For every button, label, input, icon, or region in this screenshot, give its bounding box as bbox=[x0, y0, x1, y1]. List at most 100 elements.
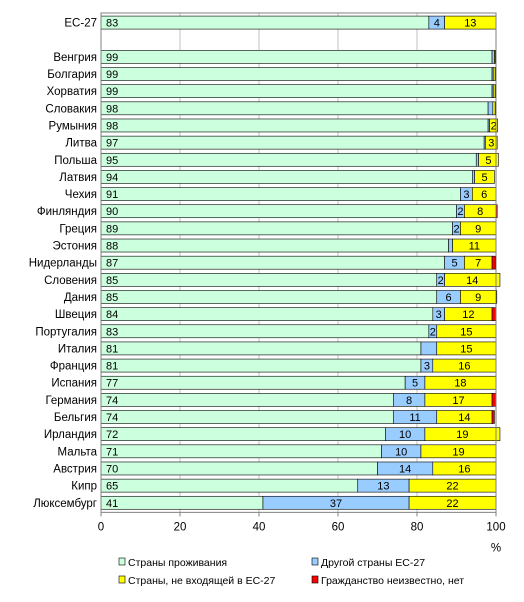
data-label: 3 bbox=[463, 189, 469, 201]
bar-segment-1 bbox=[100, 427, 386, 441]
data-label: 2 bbox=[430, 326, 436, 338]
category-label: Австрия bbox=[53, 463, 97, 475]
legend-swatch bbox=[118, 575, 126, 584]
bar-segment-1 bbox=[100, 135, 485, 150]
category-label: Германия bbox=[45, 395, 97, 407]
bar-segment-1 bbox=[100, 84, 493, 98]
data-label: 2 bbox=[438, 275, 444, 287]
data-label: 83 bbox=[106, 18, 118, 30]
data-label: 84 bbox=[106, 309, 118, 321]
category-label: Кипр bbox=[71, 481, 97, 493]
bar-segment-2 bbox=[471, 170, 475, 184]
data-label: 85 bbox=[106, 275, 118, 287]
category-label: Польша bbox=[54, 155, 97, 167]
data-label: 81 bbox=[106, 343, 118, 355]
data-label: 87 bbox=[106, 258, 118, 270]
bar-segment-1 bbox=[100, 410, 394, 424]
bar-segment-4 bbox=[491, 410, 495, 424]
bar-segment-4 bbox=[491, 255, 496, 270]
data-label: 10 bbox=[395, 446, 407, 458]
data-label: 99 bbox=[106, 69, 118, 81]
data-label: 18 bbox=[454, 378, 466, 390]
data-label: 19 bbox=[452, 446, 464, 458]
bar-segment-1 bbox=[100, 461, 378, 476]
category-label: Хорватия bbox=[47, 86, 97, 98]
category-label: Словения bbox=[44, 275, 97, 287]
data-label: 3 bbox=[424, 361, 430, 373]
bar-segment-1 bbox=[100, 444, 382, 459]
data-label: 13 bbox=[464, 18, 476, 30]
data-label: 98 bbox=[106, 103, 118, 115]
bar-segment-1 bbox=[100, 290, 438, 304]
data-label: 5 bbox=[481, 172, 487, 184]
data-label: 4 bbox=[434, 18, 440, 30]
legend-label: Страны проживания bbox=[128, 557, 227, 569]
category-label: Люксембург bbox=[33, 498, 97, 510]
bar-segment-2 bbox=[475, 152, 479, 167]
category-label: Словакия bbox=[45, 103, 97, 115]
x-tick-label: 20 bbox=[174, 521, 187, 533]
bar-segment-1 bbox=[100, 50, 493, 64]
data-label: 98 bbox=[106, 120, 118, 132]
bar-segment-1 bbox=[100, 495, 264, 510]
x-tick-label: 0 bbox=[98, 521, 104, 533]
category-label: Испания bbox=[51, 378, 97, 390]
data-label: 3 bbox=[488, 138, 494, 150]
x-tick-label: 80 bbox=[411, 521, 424, 533]
data-label: 6 bbox=[481, 189, 487, 201]
data-label: 85 bbox=[106, 292, 118, 304]
bar-segment-1 bbox=[100, 221, 453, 236]
data-label: 14 bbox=[399, 463, 411, 475]
category-label: Нидерланды bbox=[29, 258, 97, 270]
data-label: 6 bbox=[446, 292, 452, 304]
bar-segment-1 bbox=[100, 341, 422, 356]
data-label: 3 bbox=[436, 309, 442, 321]
bar-segment-1 bbox=[100, 101, 489, 116]
data-label: 8 bbox=[477, 206, 483, 218]
data-label: 15 bbox=[460, 326, 472, 338]
data-label: 88 bbox=[106, 241, 118, 253]
bar-segment-3 bbox=[424, 427, 501, 441]
legend-label: Другой страны ЕС-27 bbox=[321, 557, 425, 569]
legend-label: Гражданство неизвестно, нет bbox=[321, 575, 464, 587]
data-label: 8 bbox=[406, 395, 412, 407]
category-label: Бельгия bbox=[54, 412, 97, 424]
bar-segment-4 bbox=[491, 393, 497, 407]
category-label: Ирландия bbox=[44, 429, 97, 441]
bar-segment-1 bbox=[100, 170, 473, 184]
category-label: Мальта bbox=[58, 446, 98, 458]
data-label: 22 bbox=[446, 498, 458, 510]
category-label: Италия bbox=[58, 343, 97, 355]
bar-segment-1 bbox=[100, 375, 406, 390]
data-label: 83 bbox=[106, 326, 118, 338]
bar-segment-3 bbox=[478, 152, 499, 167]
data-label: 99 bbox=[106, 52, 118, 64]
x-axis-unit-label: % bbox=[491, 542, 501, 554]
bar-segment-1 bbox=[100, 358, 422, 373]
data-label: 16 bbox=[458, 463, 470, 475]
bar-segment-1 bbox=[100, 255, 445, 270]
bar-segment-1 bbox=[100, 118, 489, 133]
data-label: 97 bbox=[106, 138, 118, 150]
data-label: 74 bbox=[106, 395, 118, 407]
plot-border bbox=[100, 12, 497, 513]
data-label: 37 bbox=[330, 498, 342, 510]
data-label: 2 bbox=[453, 223, 459, 235]
data-label: 7 bbox=[475, 258, 481, 270]
category-label: Франция bbox=[50, 361, 97, 373]
data-label: 41 bbox=[106, 498, 118, 510]
bar-segment-1 bbox=[100, 15, 430, 30]
data-label: 5 bbox=[412, 378, 418, 390]
category-label: Эстония bbox=[52, 241, 97, 253]
data-label: 19 bbox=[456, 429, 468, 441]
category-label: ЕС-27 bbox=[64, 18, 97, 30]
bar-segment-3 bbox=[474, 170, 495, 184]
data-label: 15 bbox=[460, 343, 472, 355]
bar-segment-1 bbox=[100, 324, 430, 339]
data-label: 10 bbox=[399, 429, 411, 441]
legend-swatch bbox=[118, 557, 126, 566]
data-label: 94 bbox=[106, 172, 118, 184]
data-label: 5 bbox=[451, 258, 457, 270]
